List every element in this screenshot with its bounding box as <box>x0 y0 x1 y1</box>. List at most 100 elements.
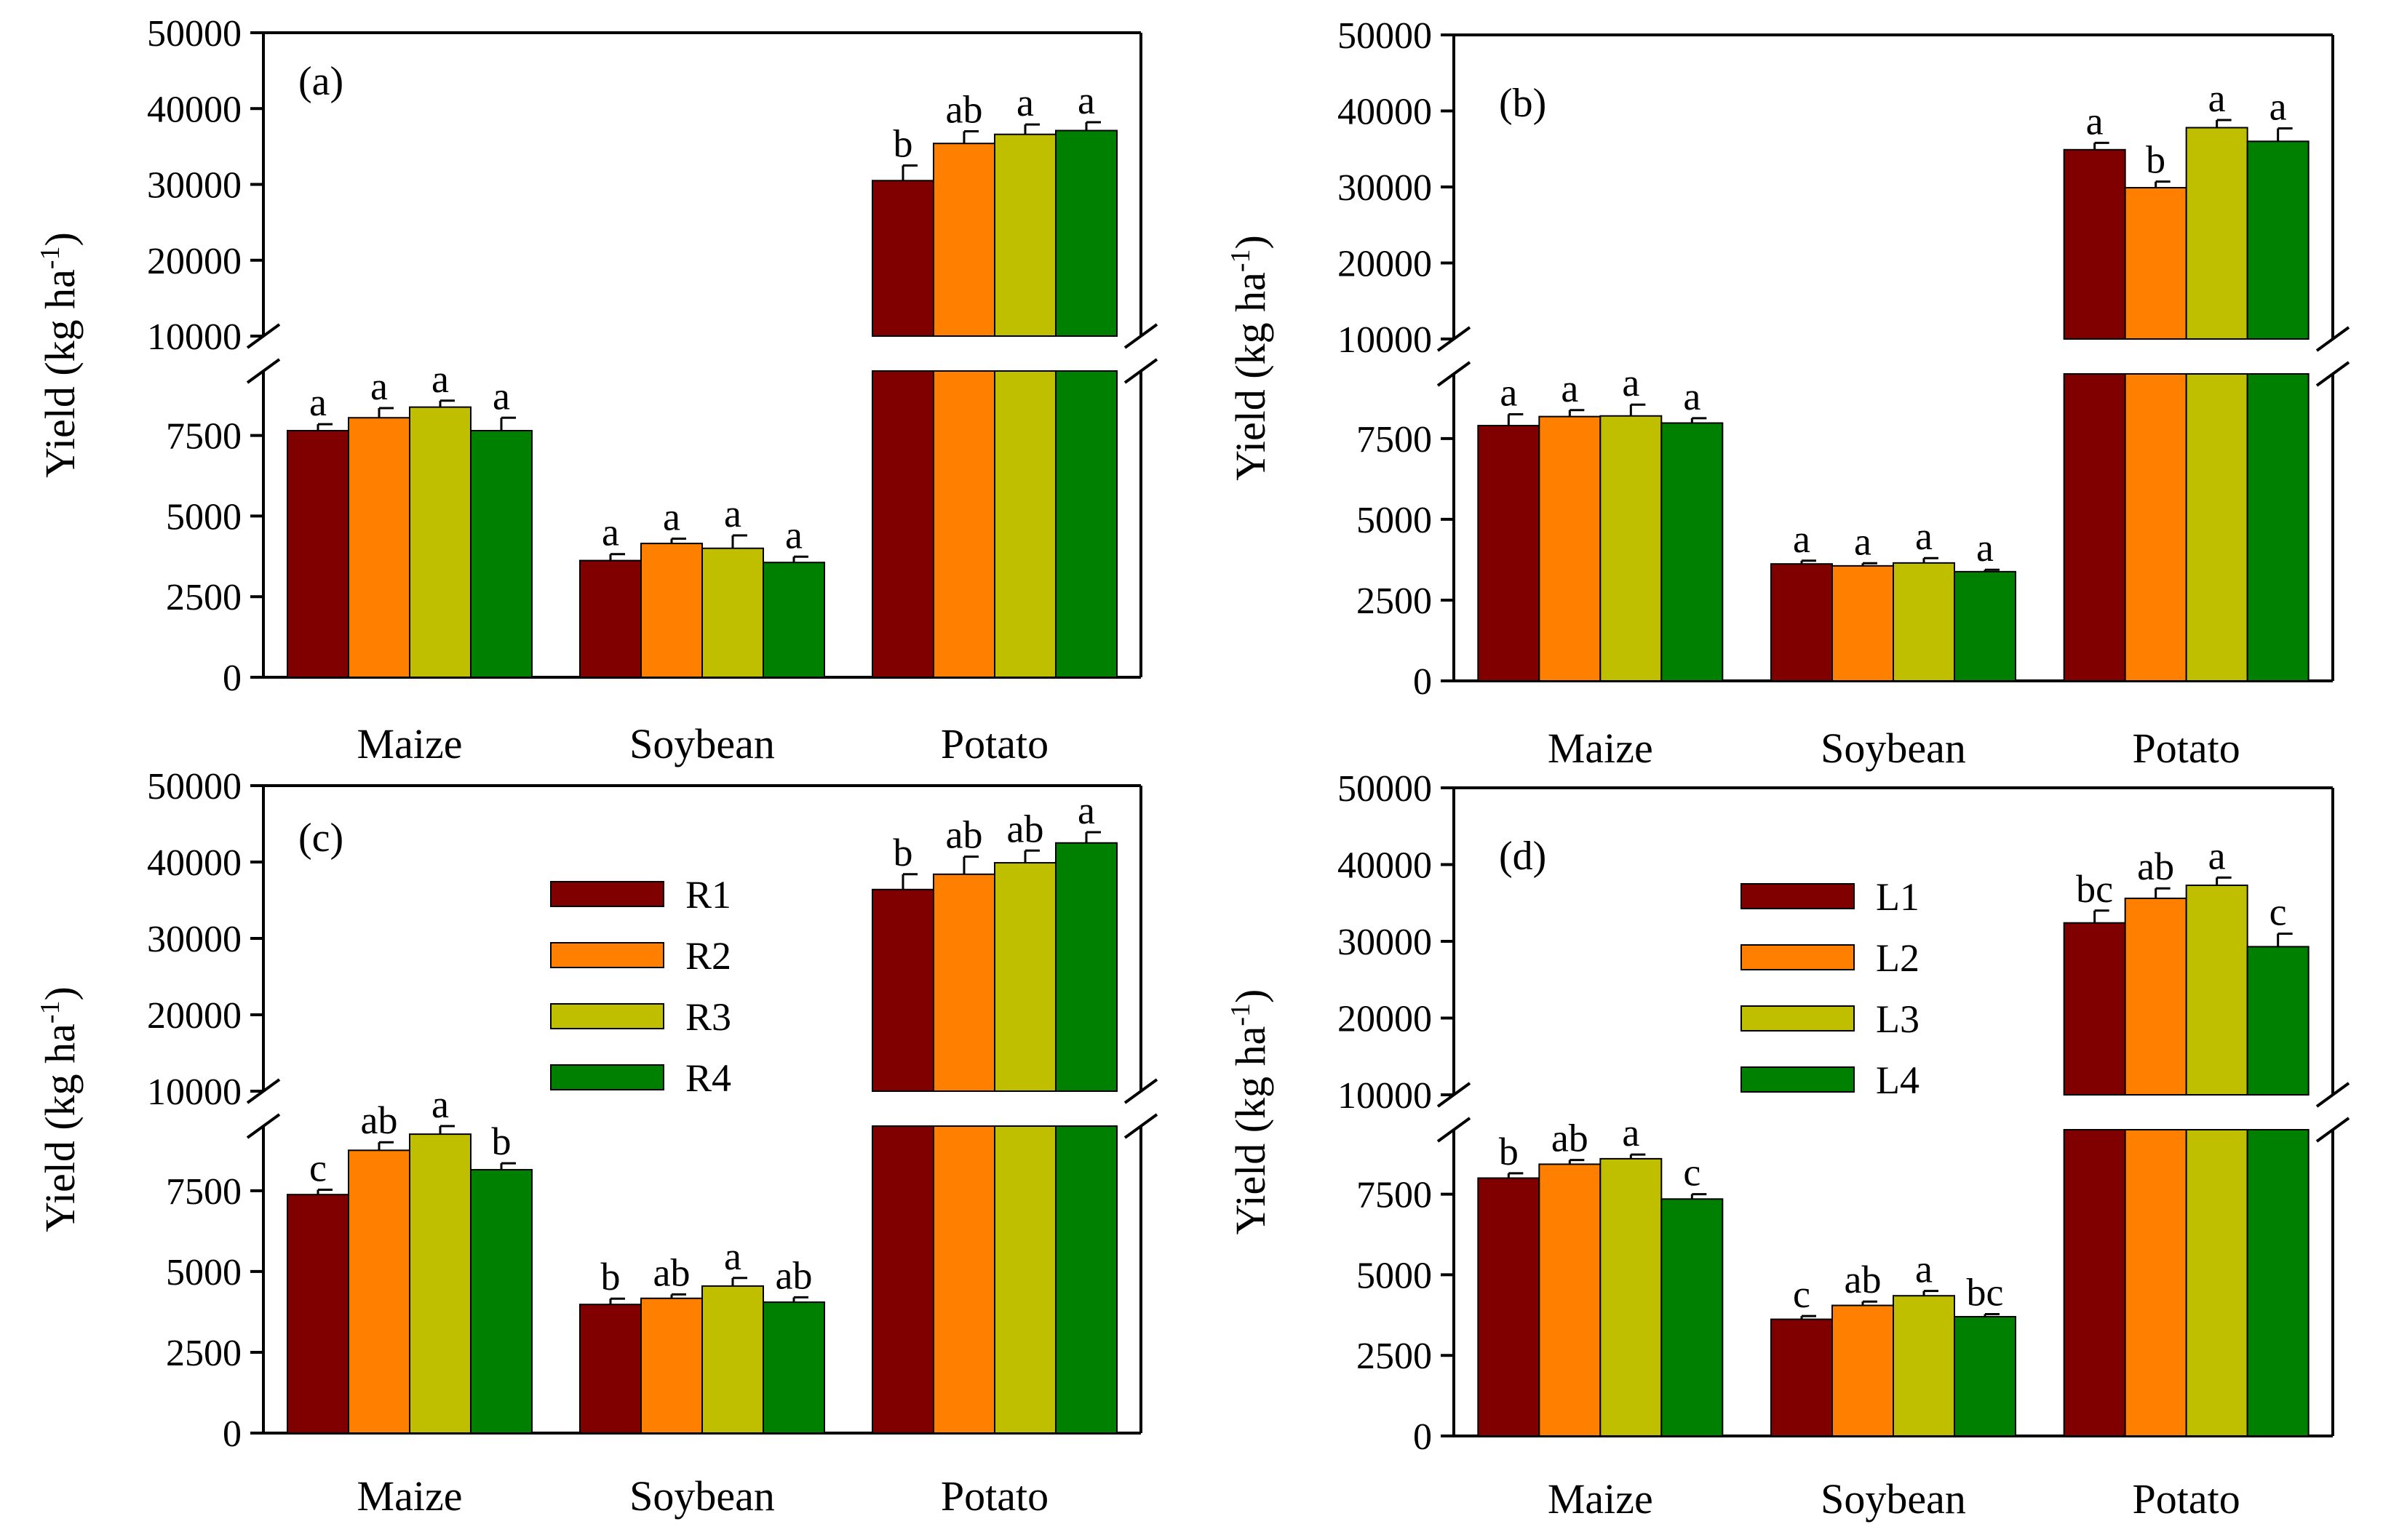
significance-letter: ab <box>361 1098 398 1142</box>
y-tick-label: 7500 <box>1356 419 1432 460</box>
chart-panel: 0 2500 5000 7500 10000 20000 30000 40000 50000 Yi… <box>35 13 1158 767</box>
significance-letter: a <box>493 374 510 418</box>
y-tick-label: 5000 <box>166 1252 242 1293</box>
axis-break-mark <box>246 1113 281 1139</box>
significance-letter: a <box>1078 789 1095 832</box>
category-label: Maize <box>1548 1475 1653 1523</box>
bar <box>287 429 349 678</box>
significance-letter: ab <box>1007 807 1044 850</box>
bar <box>579 559 642 678</box>
category-label: Soybean <box>1821 725 1966 772</box>
significance-letter: b <box>1499 1130 1519 1173</box>
bar <box>1477 425 1540 682</box>
y-tick-label: 10000 <box>1337 319 1432 361</box>
bar <box>1770 563 1833 682</box>
significance-letter: a <box>602 511 619 554</box>
significance-letter: c <box>1683 1151 1700 1194</box>
category-label: Maize <box>357 1472 463 1520</box>
significance-letter: a <box>1561 367 1578 410</box>
y-tick-label: 30000 <box>1337 167 1432 209</box>
y-tick-label: 50000 <box>147 766 242 807</box>
significance-letter: ab <box>1551 1117 1588 1160</box>
bar-lower-segment <box>2124 1129 2187 1437</box>
axis-break-mark <box>1123 358 1158 384</box>
bar <box>933 143 995 338</box>
bar <box>994 133 1057 337</box>
significance-letter: a <box>1915 1248 1933 1291</box>
bar <box>1954 1316 2016 1437</box>
bar <box>2246 946 2310 1096</box>
bar <box>701 1285 764 1434</box>
significance-letter: b <box>2146 138 2165 182</box>
category-label: Potato <box>941 720 1049 767</box>
significance-letter: a <box>724 1234 741 1278</box>
significance-letter: b <box>492 1120 512 1163</box>
legend-label: R1 <box>685 873 731 917</box>
significance-letter: ab <box>1845 1258 1882 1301</box>
significance-letter: a <box>1915 514 1933 558</box>
significance-letter: c <box>309 1146 327 1190</box>
axis-break-mark <box>1123 1113 1158 1139</box>
y-tick-label: 50000 <box>1337 15 1432 57</box>
y-tick-label: 0 <box>1413 1416 1432 1458</box>
bar <box>287 1194 349 1434</box>
y-tick-label: 20000 <box>1337 999 1432 1040</box>
significance-letter: a <box>431 1082 449 1126</box>
significance-letter: c <box>2269 890 2287 933</box>
y-tick-label: 50000 <box>147 13 242 55</box>
y-tick-label: 40000 <box>147 89 242 130</box>
panel-label: (a) <box>298 59 343 104</box>
category-label: Soybean <box>629 720 775 767</box>
significance-letter: ab <box>653 1250 691 1294</box>
legend-swatch <box>550 942 664 968</box>
legend-label: R4 <box>685 1056 731 1100</box>
legend-swatch <box>550 881 664 907</box>
y-axis-title: Yield (kg ha-1) <box>35 986 84 1232</box>
y-tick-label: 5000 <box>1356 500 1432 541</box>
y-tick-label: 0 <box>223 658 242 699</box>
significance-letter: ab <box>776 1253 813 1297</box>
legend-swatch <box>1740 944 1855 970</box>
bar <box>470 429 533 678</box>
significance-letter: b <box>894 831 913 874</box>
y-tick-label: 20000 <box>1337 244 1432 285</box>
legend-swatch <box>1740 1066 1855 1093</box>
category-label: Potato <box>2133 725 2240 772</box>
y-tick-label: 40000 <box>1337 845 1432 887</box>
y-tick-label: 50000 <box>1337 768 1432 810</box>
bar <box>1538 415 1602 682</box>
panel-label: (b) <box>1499 81 1546 126</box>
bar-lower-segment <box>994 1125 1057 1434</box>
bar <box>872 180 934 337</box>
bar-lower-segment <box>2246 1129 2310 1437</box>
significance-letter: a <box>2208 834 2226 877</box>
bar <box>409 406 472 678</box>
y-axis-title: Yield (kg ha-1) <box>1225 235 1274 481</box>
significance-letter: a <box>2208 76 2226 120</box>
axis-break-mark <box>2315 1117 2350 1143</box>
bar <box>2124 897 2187 1096</box>
bar <box>640 1297 703 1434</box>
y-tick-label: 2500 <box>1356 581 1432 622</box>
significance-letter: a <box>1976 526 1994 570</box>
y-tick-label: 5000 <box>166 496 242 538</box>
bar-lower-segment <box>2063 1129 2126 1437</box>
bar <box>1538 1163 1602 1437</box>
significance-letter: a <box>785 513 803 556</box>
y-tick-label: 30000 <box>1337 922 1432 963</box>
bar <box>1893 562 1955 682</box>
bar-lower-segment <box>994 370 1057 678</box>
bar-lower-segment <box>2246 373 2310 682</box>
bar <box>1893 1295 1955 1437</box>
legend-label: L3 <box>1876 997 1919 1041</box>
axis-break-mark <box>1123 323 1158 349</box>
legend-swatch <box>550 1064 664 1090</box>
legend-swatch <box>1740 1005 1855 1032</box>
significance-letter: a <box>724 492 741 535</box>
axis-break-mark <box>1436 361 1471 387</box>
significance-letter: ab <box>946 813 983 857</box>
bar <box>1055 842 1118 1092</box>
significance-letter: a <box>370 364 388 408</box>
bar <box>1477 1177 1540 1437</box>
bar-lower-segment <box>872 370 934 678</box>
